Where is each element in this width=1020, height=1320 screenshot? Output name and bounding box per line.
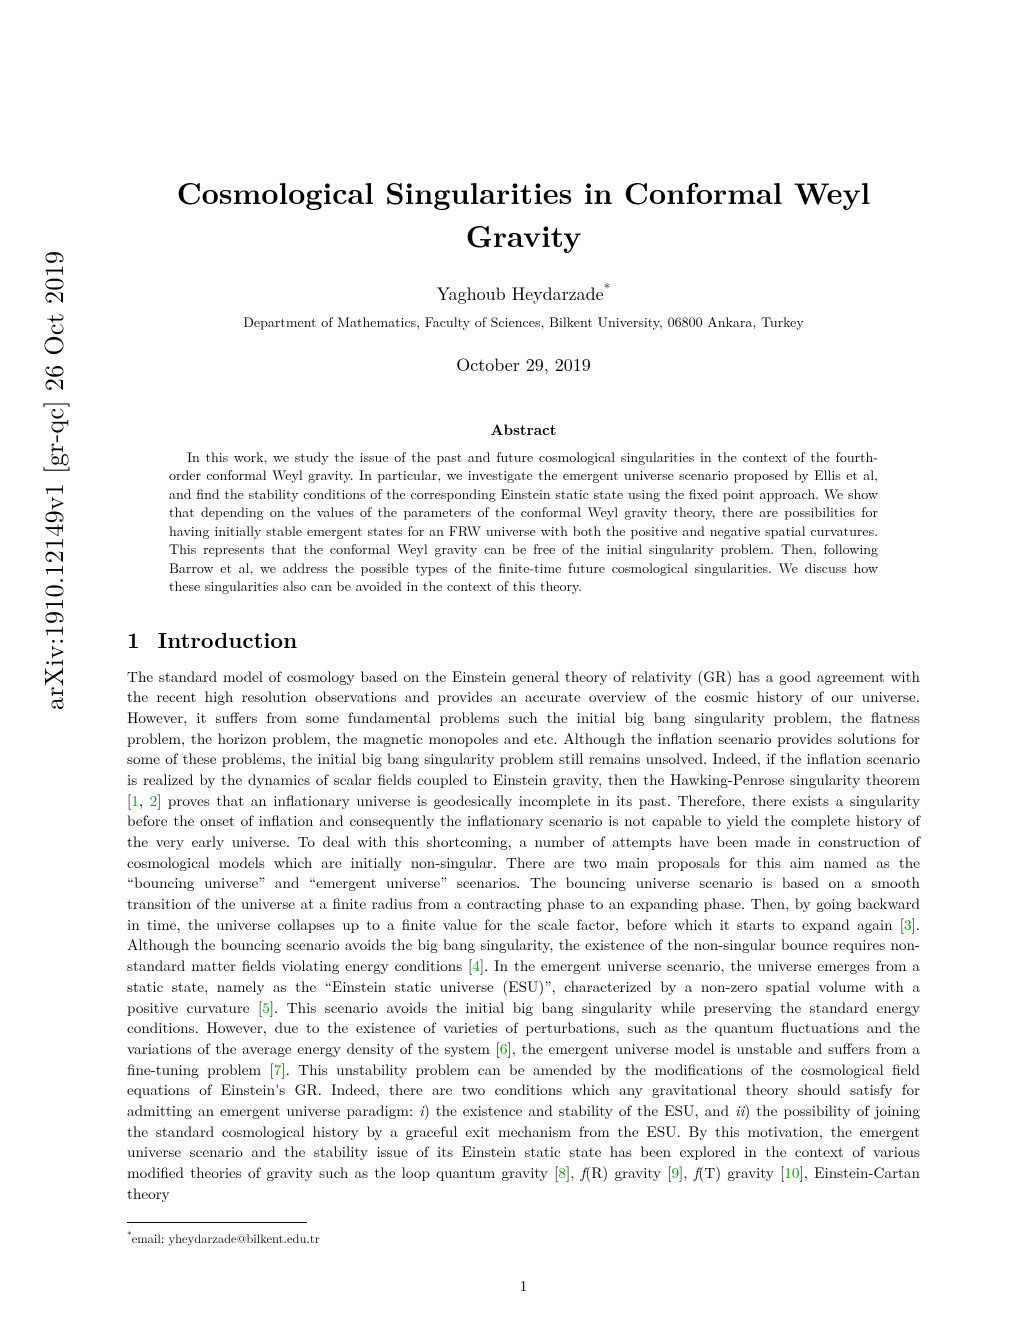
author-footnote-marker: *	[604, 278, 611, 297]
abstract-etal-1: et al	[846, 465, 874, 485]
date: October 29, 2019	[127, 352, 920, 377]
section-title: Introduction	[158, 624, 297, 655]
footnote-text: email: yheydarzade@bilkent.edu.tr	[132, 1229, 320, 1247]
paper-title: Cosmological Singularities in Conformal …	[127, 170, 920, 256]
fR-arg: (R)	[585, 1162, 608, 1183]
citation-3[interactable]: 3	[904, 914, 912, 935]
section-number: 1	[127, 624, 140, 655]
abstract-text: In this work, we study the issue of the …	[169, 448, 878, 596]
abstract-etal-2: et al	[220, 558, 249, 578]
body-m: ],	[679, 1162, 694, 1183]
body-b: ,	[139, 790, 150, 811]
citation-9[interactable]: 9	[671, 1162, 679, 1183]
author-name: Yaghoub Heydarzade	[437, 281, 604, 306]
enum-ii: ii	[735, 1100, 744, 1121]
body-i: ) the existence and stability of the ESU…	[424, 1100, 735, 1121]
fT-arg: (T)	[698, 1162, 721, 1183]
body-c: ] proves that an inflationary universe i…	[127, 790, 920, 935]
citation-10[interactable]: 10	[784, 1162, 799, 1183]
abstract-heading: Abstract	[127, 419, 920, 440]
footnote-rule	[127, 1222, 307, 1223]
section-heading: 1 Introduction	[127, 624, 920, 655]
arxiv-stamp: arXiv:1910.12149v1 [gr-qc] 26 Oct 2019	[34, 251, 71, 710]
citation-5[interactable]: 5	[262, 997, 270, 1018]
citation-4[interactable]: 4	[472, 955, 480, 976]
body-paragraph: The standard model of cosmology based on…	[127, 667, 920, 1204]
body-l: gravity [	[608, 1162, 671, 1183]
affiliation: Department of Mathematics, Faculty of Sc…	[127, 312, 920, 332]
page-content: Cosmological Singularities in Conformal …	[127, 0, 920, 1296]
abstract-part-c: , we address the possible types of the f…	[169, 558, 878, 596]
citation-8[interactable]: 8	[558, 1162, 566, 1183]
author-line: Yaghoub Heydarzade*	[127, 278, 920, 306]
body-n: gravity [	[721, 1162, 784, 1183]
abstract-part-a: In this work, we study the issue of the …	[169, 447, 878, 485]
footnote: *email: yheydarzade@bilkent.edu.tr	[127, 1227, 920, 1247]
body-k: ],	[566, 1162, 581, 1183]
citation-1[interactable]: 1	[131, 790, 139, 811]
page-number: 1	[127, 1275, 920, 1296]
